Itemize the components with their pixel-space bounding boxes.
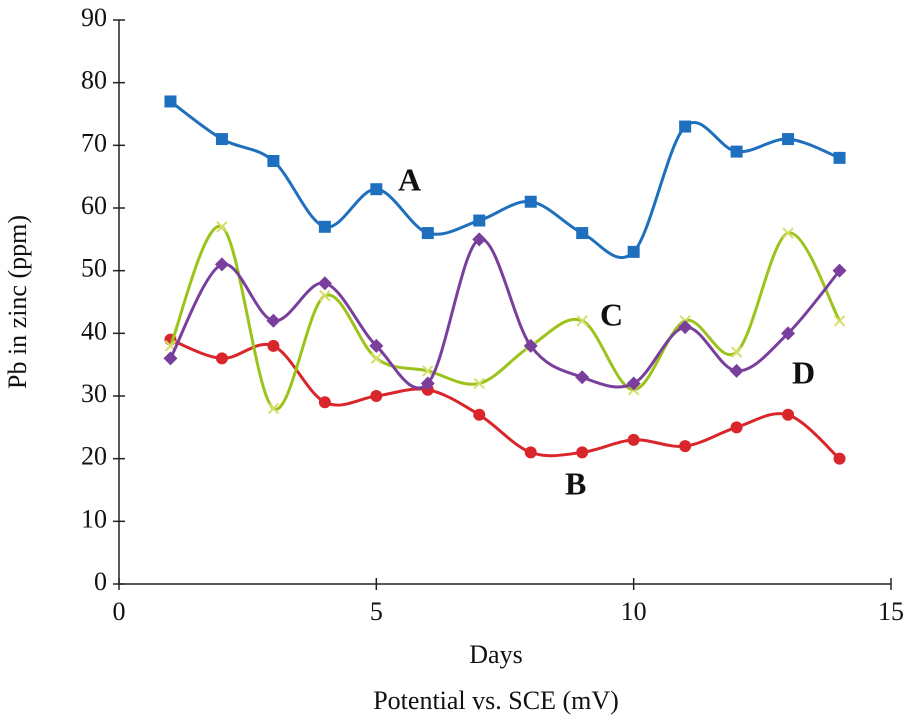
marker	[730, 346, 743, 358]
marker	[782, 133, 795, 146]
marker	[730, 145, 743, 158]
marker	[523, 338, 538, 353]
marker	[679, 440, 692, 453]
marker	[422, 365, 434, 377]
marker	[267, 402, 280, 415]
marker	[370, 390, 383, 402]
y-tick-label: 90	[81, 3, 107, 32]
marker	[216, 221, 228, 233]
series-label: B	[565, 465, 586, 501]
marker	[317, 276, 332, 291]
marker	[576, 227, 589, 240]
marker	[627, 245, 640, 258]
x-tick-label: 5	[370, 597, 383, 626]
y-tick-label: 80	[81, 66, 107, 95]
marker	[421, 227, 434, 240]
marker	[627, 433, 640, 446]
caption: Potential vs. SCE (mV)	[373, 686, 619, 715]
marker	[473, 214, 486, 227]
marker	[781, 326, 796, 341]
marker	[267, 155, 280, 167]
marker	[833, 452, 846, 465]
marker	[214, 257, 229, 272]
x-tick-label: 10	[621, 597, 647, 626]
y-tick-label: 50	[81, 254, 107, 283]
marker	[215, 133, 228, 146]
y-tick-label: 10	[81, 504, 107, 533]
marker	[576, 315, 588, 327]
marker	[215, 352, 228, 365]
marker	[678, 320, 693, 335]
x-tick-label: 0	[113, 597, 126, 626]
marker	[319, 290, 331, 302]
marker	[782, 227, 794, 239]
x-tick-label: 15	[878, 597, 904, 626]
marker	[369, 338, 384, 353]
y-tick-label: 20	[81, 442, 107, 471]
series-label: D	[792, 354, 815, 390]
marker	[473, 377, 485, 390]
x-axis-label: Days	[469, 640, 522, 669]
marker	[576, 446, 589, 459]
marker	[318, 396, 331, 409]
y-tick-label: 0	[94, 567, 107, 596]
y-tick-label: 60	[81, 191, 107, 220]
marker	[473, 408, 486, 421]
marker	[370, 183, 383, 196]
marker	[833, 315, 846, 327]
marker	[266, 313, 281, 328]
marker	[420, 376, 435, 391]
y-axis-label: Pb in zinc (ppm)	[3, 215, 32, 389]
marker	[524, 446, 537, 459]
marker	[679, 120, 692, 133]
marker	[370, 352, 383, 365]
marker	[729, 363, 744, 378]
marker	[730, 421, 743, 434]
marker	[163, 351, 178, 366]
marker	[164, 95, 177, 108]
marker	[626, 376, 641, 391]
series-line	[169, 338, 841, 460]
y-tick-label: 70	[81, 128, 107, 157]
marker	[318, 220, 331, 233]
marker	[833, 151, 846, 164]
y-tick-label: 40	[81, 316, 107, 345]
series-label: A	[398, 161, 421, 197]
marker	[472, 232, 487, 247]
y-tick-label: 30	[81, 379, 107, 408]
marker	[782, 408, 795, 421]
marker	[267, 339, 280, 352]
marker	[575, 370, 590, 385]
series-label: C	[600, 296, 623, 332]
series-line	[169, 100, 841, 260]
marker	[832, 263, 847, 278]
marker	[524, 195, 537, 208]
